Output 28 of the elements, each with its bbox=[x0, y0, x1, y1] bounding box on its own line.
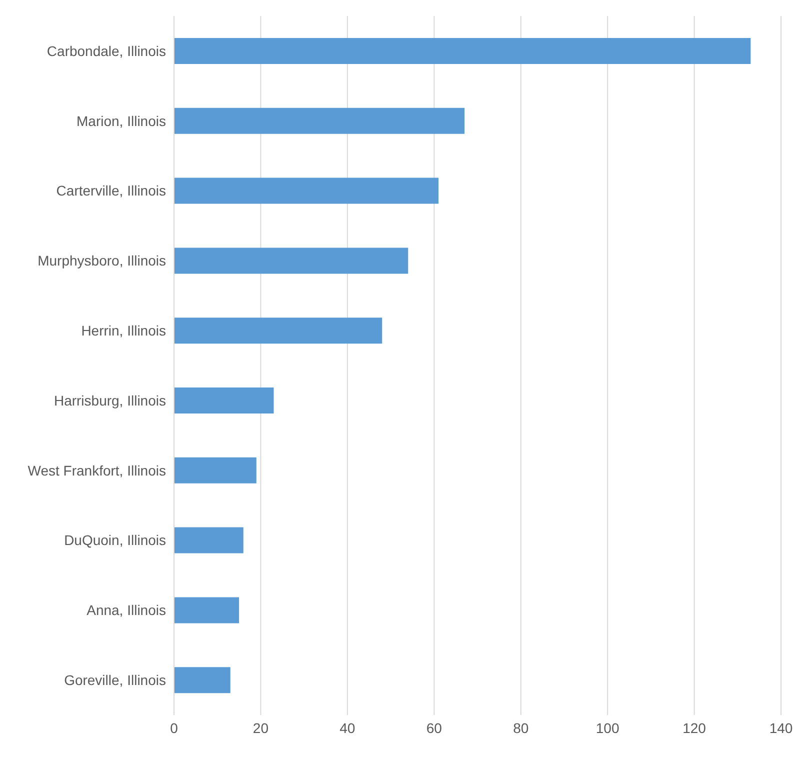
bar bbox=[174, 178, 438, 204]
y-tick-label: Anna, Illinois bbox=[86, 602, 166, 618]
y-tick-label: Carbondale, Illinois bbox=[46, 42, 166, 59]
y-tick-label: Marion, Illinois bbox=[76, 112, 166, 129]
bar bbox=[174, 527, 244, 554]
bar bbox=[174, 667, 230, 694]
bar bbox=[174, 248, 408, 274]
y-tick-label: Goreville, Illinois bbox=[64, 672, 166, 688]
x-tick-label: 100 bbox=[596, 720, 620, 736]
x-tick-label: 120 bbox=[682, 720, 706, 736]
bar bbox=[174, 318, 382, 344]
bar bbox=[174, 457, 256, 484]
bar bbox=[174, 597, 240, 624]
bar bbox=[174, 108, 464, 134]
x-tick-label: 0 bbox=[170, 720, 178, 736]
x-tick-label: 60 bbox=[426, 720, 442, 736]
y-tick-label: Herrin, Illinois bbox=[81, 322, 166, 339]
bar bbox=[174, 38, 751, 64]
y-tick-label: Murphysboro, Illinois bbox=[38, 252, 166, 269]
bar bbox=[174, 388, 274, 414]
x-tick-label: 40 bbox=[340, 720, 356, 736]
x-tick-label: 20 bbox=[252, 720, 269, 736]
y-tick-label: Carterville, Illinois bbox=[56, 182, 166, 199]
x-tick-label: 140 bbox=[769, 720, 793, 736]
y-tick-label: DuQuoin, Illinois bbox=[64, 532, 166, 548]
y-tick-label: West Frankfort, Illinois bbox=[28, 462, 166, 478]
y-tick-label: Harrisburg, Illinois bbox=[54, 392, 166, 408]
x-tick-label: 80 bbox=[513, 720, 529, 736]
